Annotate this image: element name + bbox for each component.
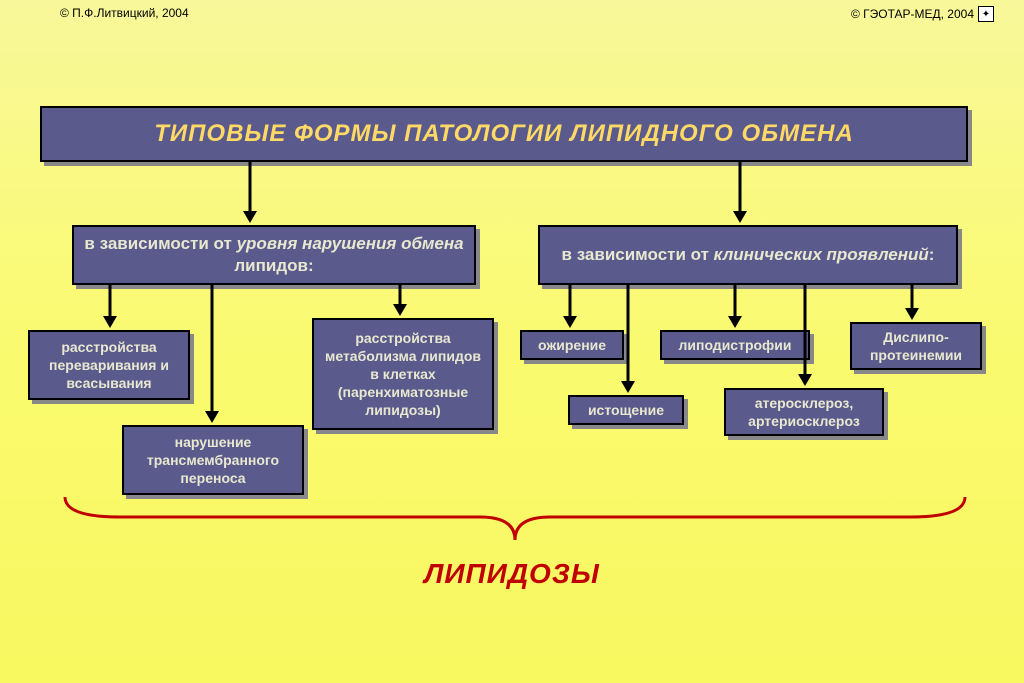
leaf-digestion: расстройства переваривания и всасывания bbox=[28, 330, 190, 400]
branch-right-pre: в зависимости от bbox=[562, 245, 714, 264]
arrow-icon bbox=[732, 160, 748, 235]
branch-right-post: : bbox=[929, 245, 935, 264]
arrow-icon bbox=[204, 283, 220, 435]
branch-left-em: уровня нарушения обмена bbox=[237, 234, 464, 253]
arrow-icon bbox=[620, 283, 636, 405]
arrow-icon bbox=[797, 283, 813, 398]
bottom-label: ЛИПИДОЗЫ bbox=[0, 558, 1024, 590]
leaf-transmembrane: нарушение трансмембранного переноса bbox=[122, 425, 304, 495]
publisher-icon: ✦ bbox=[978, 6, 994, 22]
arrow-icon bbox=[392, 283, 408, 328]
title-box: ТИПОВЫЕ ФОРМЫ ПАТОЛОГИИ ЛИПИДНОГО ОБМЕНА bbox=[40, 106, 968, 162]
arrow-icon bbox=[904, 283, 920, 332]
arrow-icon bbox=[102, 283, 118, 340]
branch-left-post: липидов: bbox=[234, 256, 313, 275]
copyright-right: © ГЭОТАР-МЕД, 2004 ✦ bbox=[851, 6, 994, 22]
branch-right-em: клинических проявлений bbox=[714, 245, 929, 264]
arrow-icon bbox=[727, 283, 743, 340]
arrow-icon bbox=[562, 283, 578, 340]
branch-right: в зависимости от клинических проявлений: bbox=[538, 225, 958, 285]
copyright-right-text: © ГЭОТАР-МЕД, 2004 bbox=[851, 7, 974, 21]
branch-left: в зависимости от уровня нарушения обмена… bbox=[72, 225, 476, 285]
copyright-left: © П.Ф.Литвицкий, 2004 bbox=[60, 6, 189, 20]
branch-left-pre: в зависимости от bbox=[84, 234, 236, 253]
arrow-icon bbox=[242, 160, 258, 235]
brace-icон bbox=[60, 495, 970, 545]
leaf-metabolism: расстройства метаболизма липидов в клетк… bbox=[312, 318, 494, 430]
